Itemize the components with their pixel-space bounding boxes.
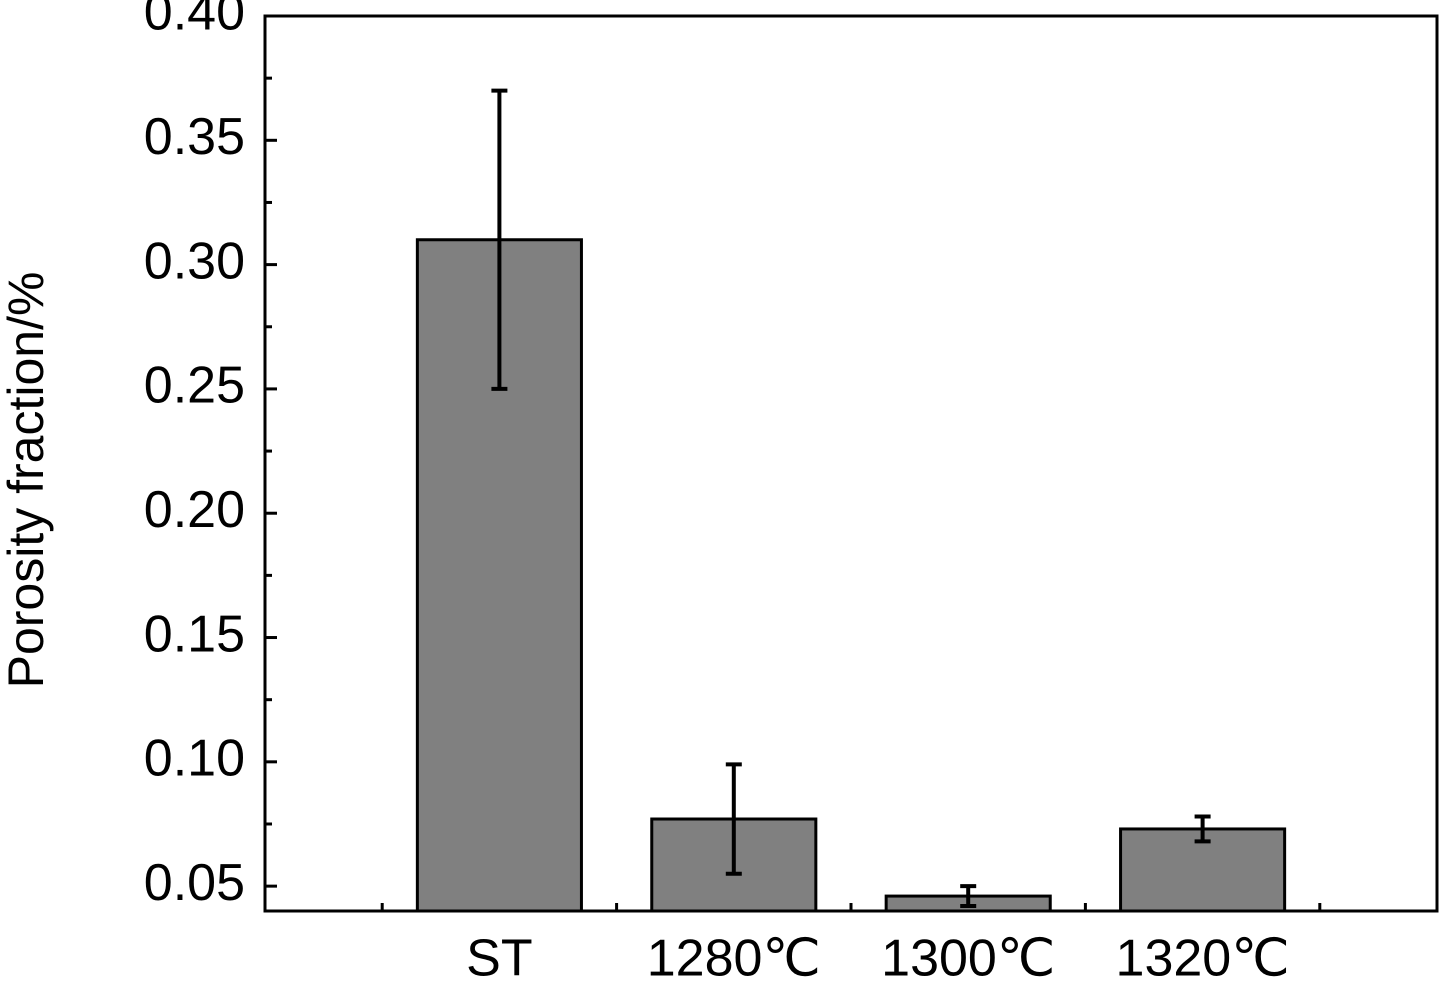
error-bar (725, 762, 742, 876)
x-tick-label: 1300℃ (881, 930, 1055, 988)
y-axis-label: Porosity fraction/% (0, 272, 54, 689)
y-tick-label: 0.10 (144, 730, 245, 788)
y-tick-label: 0.15 (144, 605, 245, 663)
y-tick-label: 0.40 (144, 0, 245, 42)
error-bar (491, 88, 508, 391)
error-bar (960, 884, 977, 909)
error-bar (1194, 814, 1211, 844)
x-tick-label: ST (466, 930, 532, 988)
x-tick-label: 1280℃ (647, 930, 821, 988)
y-tick-label: 0.25 (144, 357, 245, 415)
y-tick-label: 0.20 (144, 481, 245, 539)
x-tick-label: 1320℃ (1116, 930, 1290, 988)
y-tick-label: 0.05 (144, 854, 245, 912)
plot-frame (263, 14, 1439, 913)
y-tick-label: 0.30 (144, 232, 245, 290)
y-tick-label: 0.35 (144, 108, 245, 166)
